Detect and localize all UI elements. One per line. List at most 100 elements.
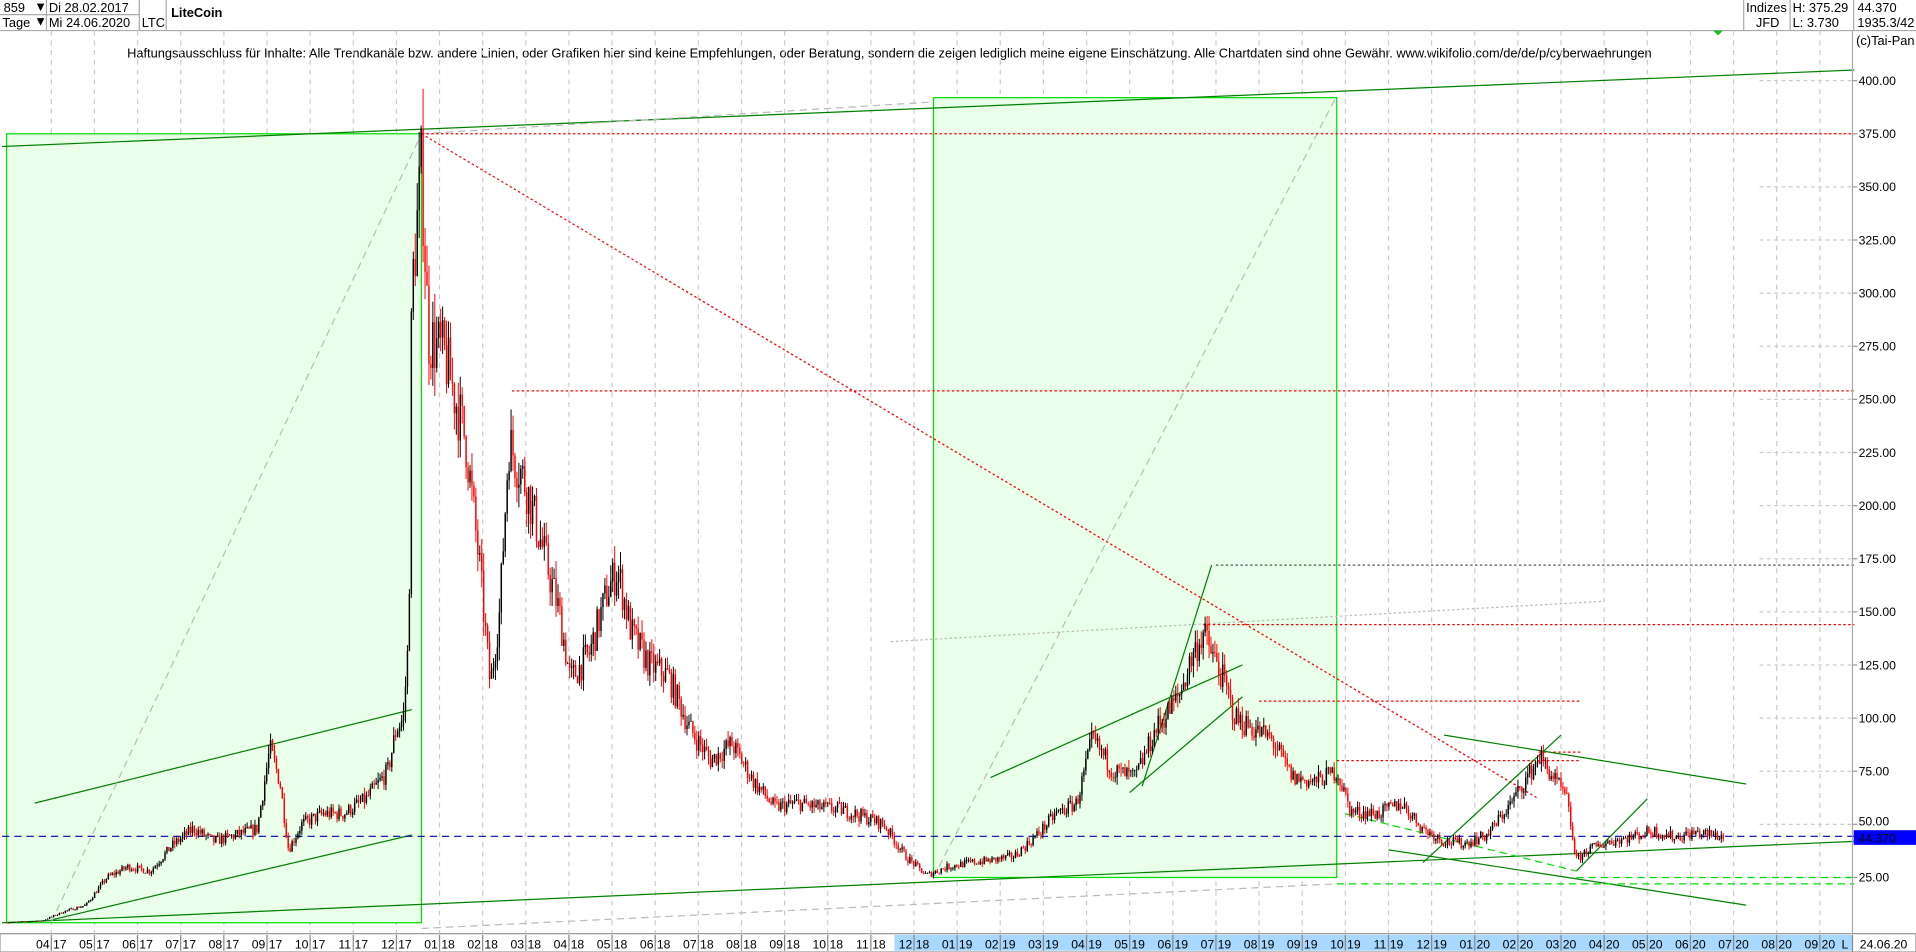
candle-body: [205, 835, 207, 837]
candle-body: [1493, 822, 1496, 824]
interval-value: Tage: [2, 15, 30, 30]
candle-body: [1618, 839, 1621, 844]
price-axis[interactable]: 25.00 50.00 75.00 100.00 125.00 150.00 175.00 2…: [1713, 30, 1916, 935]
candle-body: [1200, 644, 1202, 649]
time-axis[interactable]: 04 17 05 17 06 17 07 17 08 17 09 17 10 17 11 17…: [0, 933, 1916, 952]
candle-body: [70, 908, 72, 910]
candle-body: [518, 484, 520, 488]
candle-body: [1253, 735, 1255, 738]
candle-body: [1585, 850, 1588, 855]
candle-body: [846, 805, 849, 819]
candle-body: [78, 907, 80, 908]
candle-body: [965, 860, 968, 861]
candle-body: [655, 661, 657, 673]
y-tick-label: 375.00: [1859, 127, 1897, 141]
candle-body: [475, 496, 477, 531]
candle-body: [506, 480, 508, 514]
interval-select[interactable]: Tage ▼: [2, 14, 46, 30]
candle-body: [1137, 763, 1140, 770]
candle-body: [860, 809, 862, 822]
candle-body: [961, 861, 964, 868]
x-tick-label: 09 17: [252, 937, 283, 951]
candle-body: [674, 674, 677, 707]
candle-body: [1374, 814, 1376, 819]
x-tick-label: 09 20: [1805, 937, 1836, 951]
candle-body: [1104, 749, 1107, 756]
candle-body: [1329, 767, 1331, 773]
candle-body: [690, 721, 692, 722]
x-tick-label: 02 20: [1503, 937, 1534, 951]
x-tick-label: 05 20: [1632, 937, 1663, 951]
trend-line: [1, 69, 1855, 148]
candle-body: [694, 732, 696, 740]
candle-body: [199, 830, 201, 834]
candle-body: [1034, 835, 1036, 838]
candle-body: [1716, 832, 1719, 840]
candle-body: [138, 865, 141, 867]
candle-body: [1638, 833, 1640, 840]
candle-body: [285, 822, 287, 837]
candle-body: [1178, 694, 1181, 697]
candle-body: [705, 746, 708, 750]
candle-body: [148, 869, 151, 874]
candle-body: [103, 880, 106, 883]
x-tick-label: 04 17: [36, 937, 67, 951]
candle-body: [1700, 834, 1703, 837]
candle-body: [338, 808, 340, 820]
candle-body: [934, 870, 937, 874]
candle-body: [459, 394, 461, 441]
candle-body: [207, 834, 209, 836]
candle-body: [1568, 794, 1570, 807]
candle-body: [299, 830, 301, 834]
candle-body: [621, 569, 624, 610]
candle-body: [1309, 781, 1312, 782]
candle-body: [1368, 811, 1371, 816]
candle-body: [1004, 855, 1007, 859]
candle-body: [1311, 779, 1314, 782]
candle-body: [670, 671, 673, 698]
candle-body: [11, 922, 14, 923]
candle-body: [1640, 836, 1642, 840]
candle-body: [369, 788, 372, 796]
candle-body: [567, 663, 569, 664]
date-to[interactable]: Mi 24.06.2020: [49, 15, 130, 30]
x-tick-label: 03 18: [511, 937, 542, 951]
candle-body: [958, 866, 960, 868]
candle-body: [1165, 718, 1167, 728]
candle-body: [541, 539, 544, 547]
candle-body: [154, 866, 156, 869]
candle-body: [1419, 825, 1421, 832]
candle-body: [774, 797, 776, 802]
candle-body: [1444, 844, 1447, 846]
candle-body: [1216, 653, 1218, 662]
dropdown-arrow-icon: ▼: [34, 14, 47, 29]
x-tick-label: 04 19: [1071, 937, 1102, 951]
candle-body: [500, 563, 503, 613]
candle-body: [1407, 809, 1410, 817]
candle-body: [426, 271, 428, 286]
candle-body: [1212, 651, 1214, 654]
count-select[interactable]: 859 ▼: [4, 0, 47, 15]
x-tick-label: 07 17: [165, 937, 196, 951]
candle-body: [580, 664, 583, 681]
x-tick-label: 10 17: [295, 937, 326, 951]
candle-body: [93, 892, 96, 899]
candle-body: [306, 816, 309, 819]
candle-body: [1450, 843, 1453, 845]
candle-body: [424, 245, 426, 272]
candle-body: [379, 777, 381, 780]
candle-body: [1495, 823, 1498, 826]
date-from[interactable]: Di 28.02.2017: [49, 0, 129, 15]
candle-body: [574, 665, 577, 677]
candle-body: [432, 322, 434, 369]
candle-body: [328, 810, 330, 818]
candle-body: [248, 826, 250, 829]
candle-body: [520, 468, 522, 485]
candle-body: [455, 406, 458, 414]
candle-body: [1661, 835, 1664, 839]
candle-body: [1595, 842, 1597, 846]
candle-body: [758, 786, 761, 793]
candle-body: [1706, 829, 1709, 837]
candle-body: [840, 802, 843, 814]
